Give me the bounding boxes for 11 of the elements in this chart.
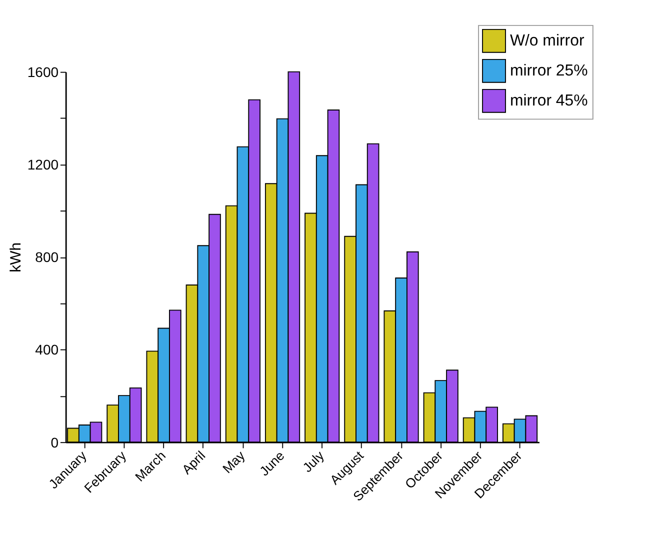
- legend-label: mirror 25%: [510, 62, 588, 80]
- legend-label: W/o mirror: [510, 32, 585, 50]
- y-axis-title: kWh: [8, 242, 25, 272]
- y-tick-label: 1600: [27, 64, 59, 80]
- y-tick-label: 1200: [27, 156, 59, 173]
- x-tick-label: July: [300, 448, 328, 476]
- y-tick-label: 400: [35, 342, 59, 358]
- x-tick-label: May: [220, 448, 248, 476]
- y-tick-label: 0: [50, 434, 59, 450]
- y-tick-label: 800: [35, 249, 59, 266]
- legend-label: mirror 45%: [510, 92, 588, 110]
